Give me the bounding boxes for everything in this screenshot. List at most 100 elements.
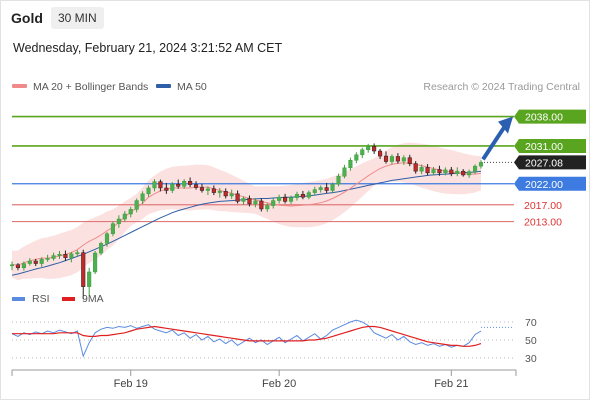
candle bbox=[205, 186, 210, 196]
candle bbox=[395, 153, 400, 164]
candle bbox=[271, 198, 276, 209]
candle-body bbox=[306, 192, 311, 198]
candle-body bbox=[128, 209, 133, 215]
level-label: 2027.08 bbox=[525, 157, 563, 169]
rsi-tick-label: 30 bbox=[525, 353, 537, 365]
bollinger-band bbox=[12, 142, 481, 281]
x-axis: Feb 19 Feb 20 Feb 21 bbox=[11, 369, 517, 390]
candle bbox=[354, 152, 359, 164]
candle-body bbox=[99, 243, 104, 254]
candle-body bbox=[182, 180, 187, 187]
candle-body bbox=[15, 264, 20, 268]
candle bbox=[431, 166, 436, 176]
candle-body bbox=[294, 194, 300, 198]
candle bbox=[128, 206, 133, 218]
level-tag: 2038.00 bbox=[514, 109, 586, 124]
candle-body bbox=[378, 150, 383, 157]
candle bbox=[75, 250, 80, 257]
candle-body bbox=[9, 264, 15, 267]
candle-body bbox=[419, 167, 424, 172]
candle bbox=[366, 143, 371, 153]
candle-body bbox=[152, 181, 157, 189]
level-tag-bg bbox=[514, 109, 586, 124]
candle bbox=[455, 167, 460, 177]
candle bbox=[253, 198, 258, 208]
candle-body bbox=[176, 183, 181, 187]
candle-body bbox=[63, 254, 68, 258]
candle-body bbox=[93, 252, 98, 273]
timeframe-badge[interactable]: 30 MIN bbox=[51, 7, 104, 29]
candle-body bbox=[265, 205, 270, 210]
candle-body bbox=[360, 149, 365, 156]
candle-body bbox=[271, 200, 276, 206]
candle-body bbox=[146, 187, 151, 195]
legend-swatch bbox=[12, 297, 25, 301]
candle bbox=[318, 185, 323, 193]
candle-body bbox=[241, 198, 246, 202]
candle bbox=[241, 196, 246, 205]
rsi-tick-label: 70 bbox=[525, 317, 537, 329]
candle-body bbox=[223, 191, 228, 197]
candle bbox=[21, 261, 26, 271]
candle bbox=[283, 193, 288, 204]
candle-body bbox=[164, 187, 169, 191]
x-tick-label: Feb 21 bbox=[434, 378, 468, 390]
instrument-title: Gold bbox=[11, 10, 43, 26]
candle bbox=[193, 181, 199, 190]
legend-label: MA 50 bbox=[177, 81, 207, 93]
candle bbox=[57, 250, 62, 259]
candle bbox=[217, 187, 222, 198]
candle-body bbox=[122, 213, 127, 220]
level-label: 2017.00 bbox=[524, 200, 562, 212]
legend-swatch bbox=[62, 297, 75, 301]
level-tag-bg bbox=[514, 176, 586, 191]
candle-body bbox=[478, 162, 484, 167]
price-levels: 2038.00 2031.00 2027.08 2022.00 2017.00 2013.… bbox=[12, 109, 586, 229]
level-label: 2031.00 bbox=[525, 141, 563, 153]
candle bbox=[306, 190, 311, 200]
candle bbox=[401, 155, 406, 165]
candle bbox=[259, 198, 264, 212]
candle-body bbox=[211, 188, 216, 193]
candle bbox=[378, 148, 383, 159]
candle bbox=[110, 221, 115, 237]
candle bbox=[389, 154, 394, 165]
candle-body bbox=[383, 155, 389, 162]
candle bbox=[348, 157, 353, 171]
candle-body bbox=[140, 193, 145, 201]
candle bbox=[164, 182, 169, 194]
rsi-tick-label: 50 bbox=[525, 335, 537, 347]
candle-body bbox=[116, 218, 121, 224]
candle bbox=[443, 167, 448, 176]
x-tick-label: Feb 19 bbox=[114, 378, 148, 390]
candle-body bbox=[336, 175, 341, 185]
candle bbox=[122, 211, 127, 222]
candle-body bbox=[27, 260, 32, 264]
candle bbox=[170, 182, 175, 193]
candle-body bbox=[158, 181, 163, 189]
candle bbox=[146, 185, 151, 197]
candle bbox=[312, 186, 317, 196]
level-tag: 2022.00 bbox=[514, 176, 586, 191]
candle bbox=[360, 147, 365, 159]
candle bbox=[134, 198, 139, 213]
candle bbox=[51, 252, 56, 261]
candle-body bbox=[431, 169, 436, 174]
candle-body bbox=[193, 184, 199, 188]
x-tick-label: Feb 20 bbox=[262, 378, 296, 390]
candle bbox=[27, 258, 32, 266]
candle-body bbox=[247, 198, 252, 205]
candle bbox=[300, 190, 305, 200]
candle bbox=[81, 249, 86, 300]
level-tag-bg bbox=[514, 155, 586, 170]
candle-body bbox=[437, 169, 442, 174]
candle bbox=[93, 250, 98, 275]
candle-body bbox=[395, 156, 400, 162]
candles bbox=[9, 143, 484, 300]
chart-header: Gold 30 MIN bbox=[0, 0, 590, 36]
candle bbox=[413, 161, 418, 174]
legend-label: 9MA bbox=[82, 293, 104, 305]
candle-body bbox=[104, 233, 110, 244]
rsi-line bbox=[11, 319, 482, 358]
